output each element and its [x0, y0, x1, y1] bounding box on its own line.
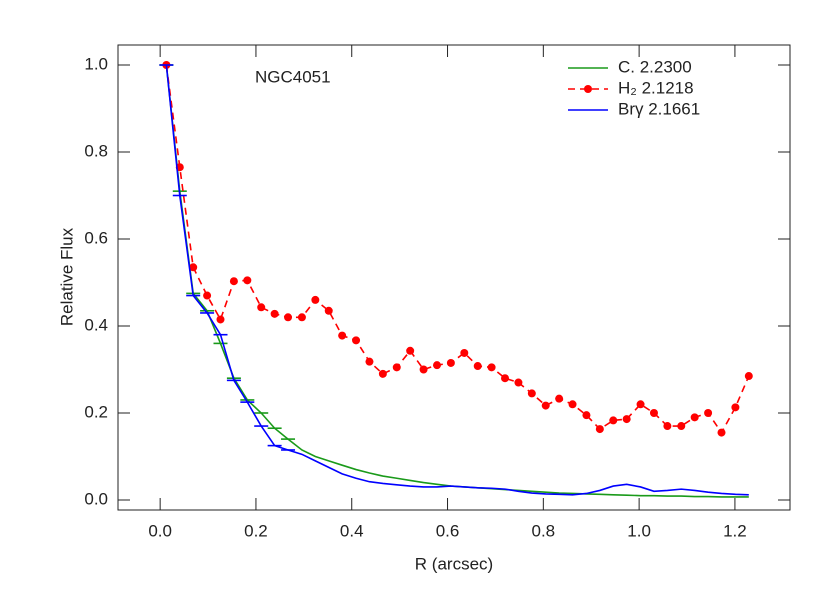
point	[473, 362, 482, 371]
point	[677, 422, 686, 431]
point	[514, 378, 523, 387]
point	[704, 408, 713, 417]
point	[203, 291, 212, 300]
point	[297, 313, 306, 322]
point	[501, 374, 510, 383]
point	[595, 425, 604, 434]
x-tick-label: 0.8	[532, 521, 556, 540]
series-line	[165, 64, 749, 496]
point	[582, 411, 591, 420]
legend-label: Brγ 2.1661	[618, 99, 700, 118]
point	[432, 361, 441, 370]
point	[243, 276, 252, 285]
point	[622, 415, 631, 424]
point	[487, 363, 496, 372]
x-tick-label: 1.0	[627, 521, 651, 540]
point	[406, 346, 415, 355]
y-tick-label: 0.4	[84, 315, 108, 334]
x-tick-label: 0.2	[244, 521, 268, 540]
point	[446, 358, 455, 367]
point	[392, 363, 401, 372]
x-axis-label: R (arcsec)	[415, 554, 493, 573]
point	[690, 413, 699, 422]
point	[284, 313, 293, 322]
point	[731, 403, 740, 412]
point	[352, 336, 361, 345]
point	[365, 357, 374, 366]
plot-frame	[117, 44, 791, 511]
annotation: NGC4051	[255, 67, 331, 86]
y-tick-label: 0.2	[84, 402, 108, 421]
x-tick-label: 0.4	[340, 521, 364, 540]
point	[744, 372, 753, 381]
x-tick-label: 0.0	[148, 521, 172, 540]
point	[527, 389, 536, 398]
point	[216, 315, 225, 324]
x-tick-label: 1.2	[723, 521, 747, 540]
point	[419, 365, 428, 374]
series-line	[165, 64, 749, 498]
point	[324, 306, 333, 315]
point	[555, 394, 564, 403]
point	[460, 348, 469, 357]
point	[270, 309, 279, 318]
point	[649, 408, 658, 417]
point	[311, 295, 320, 304]
legend-label: H₂ 2.1218	[618, 78, 694, 97]
point	[229, 277, 238, 286]
point	[663, 422, 672, 431]
point	[541, 401, 550, 410]
point	[257, 303, 266, 312]
legend-marker	[584, 85, 592, 93]
y-axis-label: Relative Flux	[57, 227, 76, 326]
y-tick-label: 0.0	[84, 489, 108, 508]
point	[636, 400, 645, 409]
point	[189, 263, 198, 272]
point	[717, 428, 726, 437]
y-tick-label: 1.0	[84, 54, 108, 73]
y-tick-label: 0.8	[84, 141, 108, 160]
legend-label: C. 2.2300	[618, 57, 692, 76]
y-tick-label: 0.6	[84, 228, 108, 247]
point	[609, 416, 618, 425]
point	[378, 369, 387, 378]
series-line	[165, 64, 750, 435]
point	[338, 331, 347, 340]
x-tick-label: 0.6	[436, 521, 460, 540]
point	[568, 400, 577, 409]
